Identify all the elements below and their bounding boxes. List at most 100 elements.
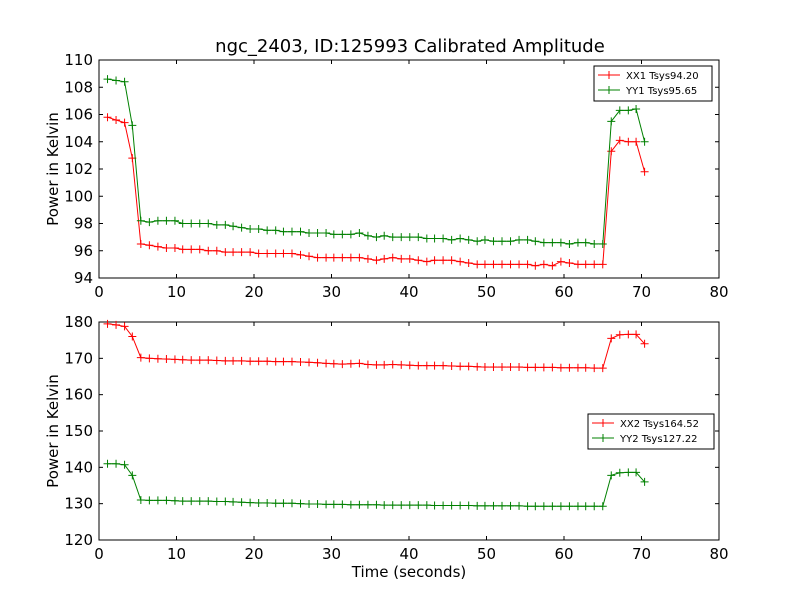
bottom-y-axis-label: Power in Kelvin xyxy=(44,374,62,488)
top-series-1-point xyxy=(515,235,524,244)
top-series-0-point xyxy=(229,248,238,257)
bottom-series-0-point xyxy=(145,354,154,363)
bottom-series-0-point xyxy=(439,361,448,370)
top-x-tick-label: 70 xyxy=(632,283,651,301)
top-series-1-point xyxy=(430,234,439,243)
top-series-1-point xyxy=(287,227,296,236)
top-x-axis: 0 10 20 30 40 50 60 70 80 xyxy=(94,60,729,301)
bottom-x-tick-label: 30 xyxy=(322,545,341,563)
bottom-series-1-point xyxy=(456,501,465,510)
top-series-0-point xyxy=(539,260,548,269)
bottom-series-1-point xyxy=(548,502,557,511)
bottom-series-0-point xyxy=(112,320,121,329)
top-series-1-point xyxy=(153,216,162,225)
bottom-series-1-point xyxy=(506,501,515,510)
bottom-series-1-point xyxy=(523,502,532,511)
bottom-series-1-point xyxy=(346,500,355,509)
bottom-legend-marker xyxy=(599,419,607,427)
bottom-series-1-point xyxy=(388,501,397,510)
bottom-series-0-point xyxy=(473,362,482,371)
bottom-series-0-point xyxy=(195,356,204,365)
top-y-tick-label: 108 xyxy=(64,78,93,96)
bottom-series-0-point xyxy=(573,363,582,372)
top-series-0-point xyxy=(237,248,246,257)
top-y-axis: 94 96 98 100 102 104 106 108 110 Power in Kelvin xyxy=(44,51,719,287)
bottom-series-0-point xyxy=(523,363,532,372)
top-series-0-point xyxy=(430,256,439,265)
bottom-series-0-point xyxy=(287,357,296,366)
bottom-legend-label: YY2 Tsys127.22 xyxy=(619,434,698,445)
bottom-series-0-point xyxy=(430,361,439,370)
bottom-series-1-point xyxy=(489,501,498,510)
bottom-series-1-point xyxy=(221,497,230,506)
bottom-series-0-point xyxy=(212,356,221,365)
top-series-1-point xyxy=(473,237,482,246)
top-series-0-point xyxy=(607,147,616,156)
bottom-series-0-point xyxy=(590,364,599,373)
bottom-x-tick-label: 60 xyxy=(554,545,573,563)
top-series-0-point xyxy=(498,260,506,269)
bottom-series-0-point xyxy=(456,362,465,371)
top-series-0-point xyxy=(204,246,213,255)
top-series-1-point xyxy=(632,105,641,114)
top-series-1-point xyxy=(237,223,246,232)
bottom-y-tick-label: 150 xyxy=(64,422,93,440)
top-series-0-point xyxy=(624,137,633,146)
bottom-x-tick-label: 20 xyxy=(244,545,263,563)
top-series-1-point xyxy=(246,224,255,233)
bottom-series-1-point xyxy=(556,502,565,511)
top-series-0-point xyxy=(338,253,347,262)
bottom-series-0-point xyxy=(346,359,355,368)
bottom-series-0-point xyxy=(136,353,145,362)
top-series-0-point xyxy=(464,259,473,268)
top-series-1-point xyxy=(195,219,204,228)
bottom-series-0-point xyxy=(607,334,616,343)
top-series-1-point xyxy=(296,227,305,236)
bottom-series-1-point xyxy=(103,459,112,468)
bottom-series-1-point xyxy=(498,501,506,510)
bottom-series-1-point xyxy=(363,500,372,509)
bottom-series-1-point xyxy=(279,499,288,508)
top-series-0-point xyxy=(162,244,171,253)
bottom-series-1-point xyxy=(590,502,599,511)
bottom-series-0-point xyxy=(221,356,230,365)
top-series-0-point xyxy=(170,244,179,253)
bottom-y-tick-label: 170 xyxy=(64,349,93,367)
top-series-0-point xyxy=(363,254,372,263)
bottom-series-1-point xyxy=(246,498,255,507)
bottom-series-1-point xyxy=(153,496,162,505)
top-series-1-point xyxy=(305,229,314,238)
top-series-1-point xyxy=(598,239,607,248)
bottom-series-1-point xyxy=(372,500,381,509)
top-x-tick-label: 80 xyxy=(709,283,728,301)
top-series-0-point xyxy=(305,252,314,261)
top-series-0-point xyxy=(296,250,305,259)
top-x-tick-label: 0 xyxy=(94,283,104,301)
top-series-1-point xyxy=(489,237,498,246)
bottom-series-1-point xyxy=(565,502,574,511)
top-series-1-point xyxy=(128,121,137,130)
top-series-0-point xyxy=(447,256,456,265)
top-series-0-point xyxy=(590,260,599,269)
bottom-x-tick-label: 40 xyxy=(399,545,418,563)
bottom-axes-frame xyxy=(98,321,720,541)
top-series-0-point xyxy=(548,261,557,270)
top-x-tick-label: 40 xyxy=(399,283,418,301)
bottom-series-0-point xyxy=(170,355,179,364)
bottom-series-1-point xyxy=(581,502,590,511)
top-legend-box xyxy=(593,65,713,102)
bottom-series-1-point xyxy=(355,500,364,509)
top-series-0-point xyxy=(153,242,162,251)
bottom-series-0-point xyxy=(296,357,305,366)
bottom-series-1-point xyxy=(464,501,473,510)
top-series-1-point xyxy=(573,238,582,247)
top-series-0-point xyxy=(195,245,204,254)
bottom-series-1-point xyxy=(254,498,263,507)
top-series-1-point xyxy=(388,233,397,242)
bottom-series-1-point xyxy=(380,501,389,510)
top-series-1-point xyxy=(523,235,532,244)
top-series-0-point xyxy=(380,254,389,263)
bottom-series-1-point xyxy=(136,496,145,505)
bottom-series-0-point xyxy=(120,322,129,331)
top-series-0-point xyxy=(120,118,129,127)
